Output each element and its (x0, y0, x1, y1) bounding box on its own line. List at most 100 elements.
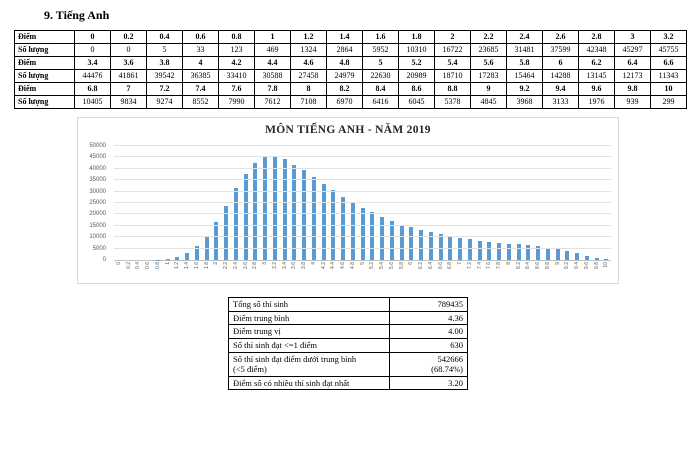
score-diem-cell: 6 (542, 56, 579, 70)
score-diem-cell: 3 (614, 30, 651, 44)
bar-slot (602, 146, 612, 260)
score-count-cell: 939 (614, 95, 651, 109)
score-count-cell: 42348 (578, 43, 615, 57)
x-axis-tick: 2.6 (241, 262, 251, 282)
x-axis-tick-label: 5 (359, 262, 366, 265)
score-diem-cell: 4.4 (254, 56, 291, 70)
x-axis-tick: 6.4 (426, 262, 436, 282)
bar-slot (251, 146, 261, 260)
summary-value-cell: 542666 (68.74%) (389, 351, 468, 377)
score-diem-cell: 4.6 (290, 56, 327, 70)
x-axis-tick: 5 (358, 262, 368, 282)
x-axis-tick-label: 0.8 (154, 262, 161, 269)
bar-slot (475, 146, 485, 260)
x-axis-tick-label: 8 (505, 262, 512, 265)
summary-value-cell: 4.36 (389, 310, 468, 326)
score-diem-cell: 3.6 (110, 56, 147, 70)
bar-slot (572, 146, 582, 260)
bar-slot (368, 146, 378, 260)
x-axis-tick-label: 6.4 (427, 262, 434, 269)
score-row-label: Số lượng (14, 43, 75, 57)
score-count-cell: 10310 (398, 43, 435, 57)
bar-slot (221, 146, 231, 260)
score-row-label: Số lượng (14, 95, 75, 109)
x-axis-tick-label: 8.4 (525, 262, 532, 269)
x-axis-tick: 0 (114, 262, 124, 282)
x-axis-tick-label: 9.6 (583, 262, 590, 269)
x-axis-tick-label: 3.6 (291, 262, 298, 269)
x-axis-tick-label: 6 (408, 262, 415, 265)
bar (467, 238, 472, 260)
score-count-cell: 5 (146, 43, 183, 57)
score-count-cell: 9834 (110, 95, 147, 109)
bar-slot (124, 146, 134, 260)
x-axis-tick-label: 7 (457, 262, 464, 265)
score-table-count-row: Số lượng 10405 9834 9274 8552 7990 7612 7108 697… (14, 95, 687, 109)
x-axis-tick-label: 8.2 (515, 262, 522, 269)
section-heading: 9. Tiếng Anh (44, 8, 110, 22)
y-axis-tick-label: 50000 (89, 143, 106, 149)
x-axis-tick-label: 1.6 (193, 262, 200, 269)
y-axis-tick-label: 0 (102, 257, 106, 263)
y-axis-tick-label: 30000 (89, 188, 106, 195)
summary-value-cell: 4.00 (389, 324, 468, 339)
x-axis-tick: 1.4 (182, 262, 192, 282)
score-count-cell: 27458 (290, 69, 327, 83)
y-axis-tick-label: 20000 (89, 211, 106, 218)
bar-slot (338, 146, 348, 260)
x-axis-tick: 9.2 (563, 262, 573, 282)
x-axis-tick: 0.8 (153, 262, 163, 282)
x-axis-tick: 9.4 (572, 262, 582, 282)
score-count-cell: 123 (218, 43, 255, 57)
score-table-diem-row: Điểm 6.8 7 7.2 7.4 7.6 7.8 8 8.2 8.4 8.6 8.8 9 9.2 9.4… (14, 82, 687, 96)
bar (165, 258, 170, 260)
x-axis-tick: 7.8 (494, 262, 504, 282)
bar-slot (494, 146, 504, 260)
bar (516, 244, 521, 260)
summary-label-cell: Tổng số thí sinh (228, 297, 390, 312)
score-count-cell: 20989 (398, 69, 435, 83)
y-axis-labels: 0 5000 10000 15000 20000 25000 30000 35000 40000… (78, 143, 109, 263)
score-count-cell: 18710 (434, 69, 471, 83)
bar-slot (270, 146, 280, 260)
x-axis-tick-label: 6.6 (437, 262, 444, 269)
bar (458, 237, 463, 260)
bar (409, 227, 414, 260)
y-axis-tick-label: 15000 (89, 222, 106, 229)
bar (399, 224, 404, 260)
x-axis-tick-label: 1.4 (184, 262, 191, 269)
score-count-cell: 13145 (578, 69, 615, 83)
gridline (114, 167, 611, 169)
x-axis-tick: 4.2 (319, 262, 329, 282)
bar (302, 169, 307, 260)
score-distribution-chart: MÔN TIẾNG ANH - NĂM 2019 0 5000 10000 15000… (77, 117, 619, 284)
score-count-cell: 45755 (650, 43, 687, 57)
score-diem-cell: 10 (650, 82, 687, 96)
bar-slot (192, 146, 202, 260)
score-diem-cell: 9 (470, 82, 507, 96)
bar (311, 177, 316, 260)
x-axis-tick: 6.2 (416, 262, 426, 282)
bar (360, 208, 365, 260)
bar-slot (446, 146, 456, 260)
score-count-cell: 10405 (74, 95, 111, 109)
score-count-cell: 4845 (470, 95, 507, 109)
score-diem-cell: 2.8 (578, 30, 615, 44)
score-diem-cell: 5.8 (506, 56, 543, 70)
x-axis-tick: 9.6 (582, 262, 592, 282)
score-diem-cell: 5.4 (434, 56, 471, 70)
score-count-cell: 33410 (218, 69, 255, 83)
x-axis-tick-label: 9.2 (564, 262, 571, 269)
x-axis-tick: 2.2 (221, 262, 231, 282)
x-axis-tick: 3.8 (299, 262, 309, 282)
score-count-cell: 0 (74, 43, 111, 57)
bar-slot (592, 146, 602, 260)
bars-container (114, 146, 611, 260)
summary-value-cell: 789435 (389, 297, 468, 312)
score-diem-cell: 6.6 (650, 56, 687, 70)
bar (272, 155, 277, 260)
y-axis-tick-label: 5000 (92, 245, 106, 252)
score-diem-cell: 9.6 (578, 82, 615, 96)
score-row-label: Điểm (14, 30, 75, 44)
summary-row: Điểm trung vị 4.00 (228, 324, 468, 339)
